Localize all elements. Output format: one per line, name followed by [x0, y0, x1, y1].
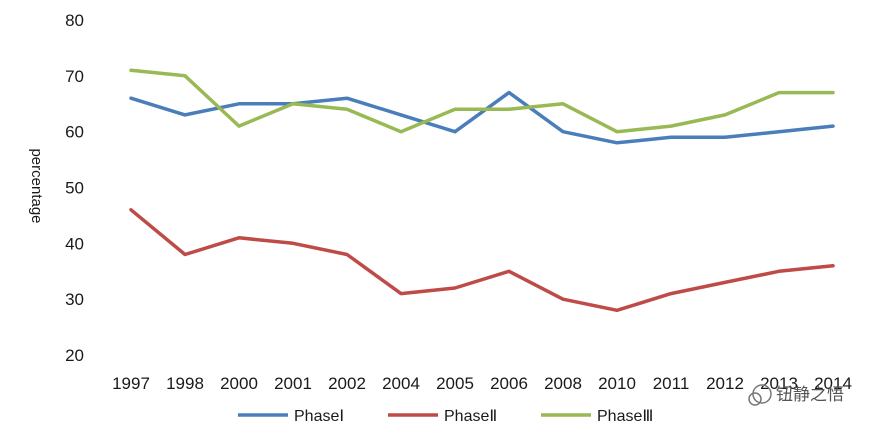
- y-axis-label: percentage: [28, 148, 45, 223]
- x-tick-label: 2005: [436, 374, 474, 393]
- x-tick-label: 2004: [382, 374, 420, 393]
- legend-label-2: PhaseⅡ: [444, 408, 497, 425]
- x-tick-label: 2001: [274, 374, 312, 393]
- x-tick-label: 2012: [706, 374, 744, 393]
- series-line-1: [129, 90, 835, 145]
- x-tick-label: 2011: [653, 374, 690, 393]
- watermark-text: 钮静之悟: [776, 385, 844, 404]
- y-tick-label: 30: [65, 290, 84, 309]
- x-tick-label: 2010: [598, 374, 636, 393]
- x-tick-label: 1998: [166, 374, 204, 393]
- series-lines: [129, 68, 835, 313]
- y-tick-label: 80: [65, 11, 84, 30]
- y-tick-label: 20: [65, 346, 84, 365]
- series-line-3: [129, 68, 835, 134]
- y-tick-label: 60: [65, 123, 84, 142]
- x-tick-label: 2002: [328, 374, 366, 393]
- legend: PhaseⅠ PhaseⅡ PhaseⅢ: [238, 408, 653, 425]
- x-axis: 1997 1998 2000 2001 2002 2004 2005 2006 2008 2010…: [112, 374, 852, 393]
- wechat-icon-bubble: [748, 392, 762, 406]
- y-tick-label: 50: [65, 179, 84, 198]
- x-tick-label: 2008: [544, 374, 582, 393]
- x-tick-label: 1997: [112, 374, 150, 393]
- y-axis: 20 30 40 50 60 70 80: [65, 11, 84, 365]
- x-tick-label: 2014: [814, 374, 852, 393]
- legend-label-3: PhaseⅢ: [597, 408, 653, 425]
- legend-label-1: PhaseⅠ: [294, 408, 344, 425]
- series-line-2: [129, 208, 835, 313]
- y-tick-label: 40: [65, 234, 84, 253]
- x-tick-label: 2000: [220, 374, 258, 393]
- x-tick-label: 2006: [490, 374, 528, 393]
- y-tick-label: 70: [65, 67, 84, 86]
- watermark: 钮静之悟: [748, 384, 844, 406]
